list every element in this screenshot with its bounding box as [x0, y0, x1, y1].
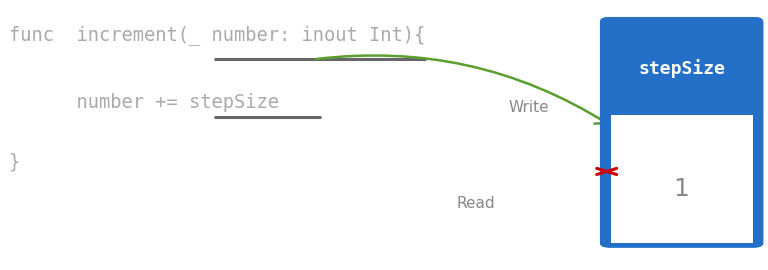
Text: number += stepSize: number += stepSize: [9, 93, 280, 112]
Bar: [611, 114, 753, 243]
FancyArrowPatch shape: [316, 55, 607, 124]
FancyBboxPatch shape: [601, 18, 762, 246]
Text: stepSize: stepSize: [638, 59, 725, 77]
Text: }: }: [9, 153, 21, 171]
Text: Read: Read: [457, 196, 495, 211]
Text: 1: 1: [674, 177, 690, 201]
Text: Write: Write: [508, 100, 549, 116]
Text: func  increment(_ number: inout Int){: func increment(_ number: inout Int){: [9, 25, 425, 45]
FancyBboxPatch shape: [601, 18, 762, 246]
